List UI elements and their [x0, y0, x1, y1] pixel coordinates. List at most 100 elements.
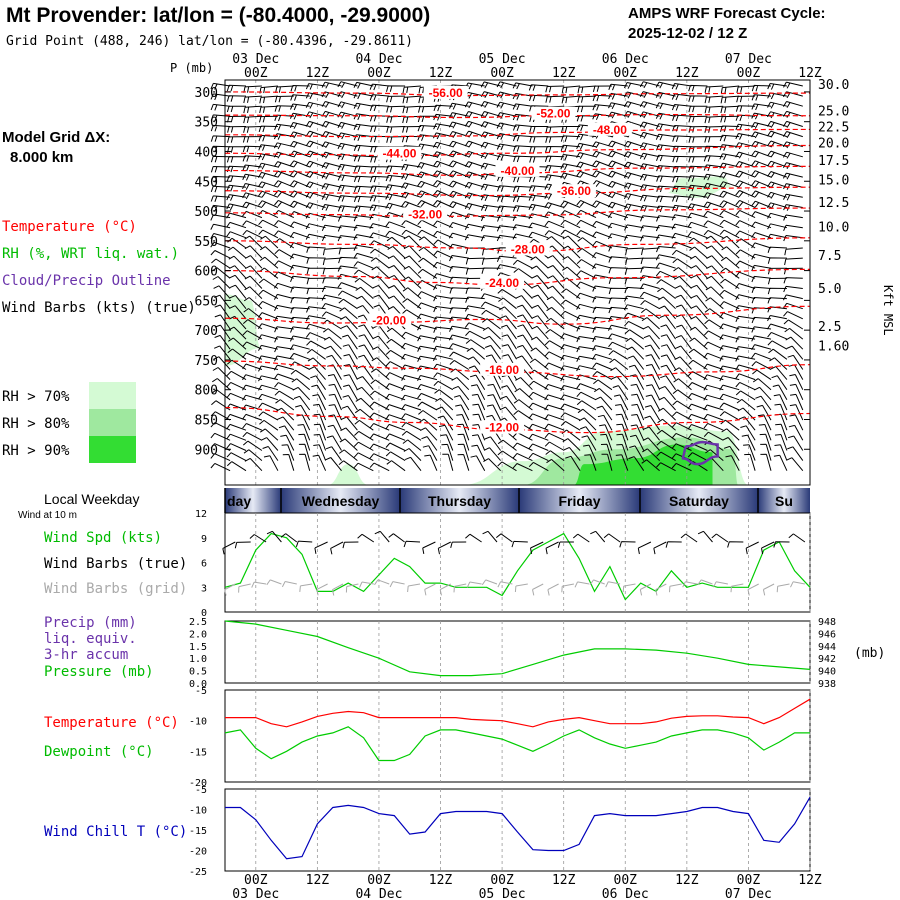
upper-wind-barb	[433, 380, 454, 391]
surface-wind-barb	[680, 533, 698, 543]
upper-wind-barb	[611, 376, 629, 391]
cycle-value: 2025-12-02 / 12 Z	[628, 25, 747, 42]
upper-wind-barb	[471, 393, 486, 411]
upper-wind-barb	[735, 199, 756, 208]
panel-right-tick-label: 944	[818, 642, 836, 653]
upper-wind-barb	[530, 347, 549, 360]
upper-wind-barb	[736, 85, 756, 93]
surface-wind-barb-grid	[466, 581, 482, 588]
upper-wind-barb	[242, 192, 263, 200]
temperature-contour-label: -12.00	[485, 421, 519, 435]
upper-wind-barb	[528, 185, 549, 192]
upper-wind-barb	[687, 221, 708, 229]
upper-wind-barb	[471, 384, 486, 401]
height-tick-label: 12.5	[818, 196, 849, 211]
upper-wind-barb	[592, 285, 612, 292]
upper-wind-barb	[629, 374, 645, 390]
upper-wind-barb	[401, 220, 422, 229]
upper-wind-barb	[242, 201, 263, 209]
hour-tick-label: 00Z	[737, 873, 761, 888]
upper-wind-barb	[545, 126, 565, 134]
hour-tick-label: 12Z	[429, 66, 453, 81]
upper-wind-barb	[338, 247, 358, 255]
upper-wind-barb	[688, 146, 708, 153]
upper-wind-barb	[576, 219, 597, 229]
upper-wind-barb	[337, 121, 358, 129]
upper-wind-barb	[751, 150, 772, 158]
cross-section-panel: -56.00 -52.00 -48.00 -44.00 -40.00 -36.00 -32.…	[195, 78, 849, 486]
upper-wind-barb	[353, 165, 374, 173]
upper-wind-barb	[211, 389, 231, 401]
upper-wind-barb	[227, 246, 247, 259]
surface-wind-barb	[280, 533, 298, 543]
temperature-label-bg	[403, 207, 448, 221]
upper-wind-barb	[242, 352, 263, 360]
panel-tick-label: 2.5	[189, 617, 207, 628]
upper-wind-barb	[767, 287, 787, 295]
upper-wind-barb	[720, 267, 740, 279]
upper-wind-barb	[673, 378, 692, 391]
upper-wind-barb	[528, 443, 549, 451]
panel-tick-label: 3	[201, 583, 207, 594]
upper-wind-barb	[719, 219, 740, 229]
upper-wind-barb	[337, 265, 358, 272]
upper-wind-barb	[418, 246, 438, 259]
upper-wind-barb	[790, 393, 804, 411]
upper-wind-barb	[339, 307, 358, 320]
upper-wind-barb	[260, 235, 279, 249]
upper-wind-barb	[597, 414, 613, 431]
upper-wind-barb	[674, 356, 692, 370]
upper-wind-barb	[497, 288, 517, 300]
upper-wind-barb	[660, 354, 677, 370]
upper-wind-barb	[242, 155, 262, 162]
upper-wind-barb	[743, 444, 756, 461]
upper-wind-barb	[560, 385, 581, 391]
upper-wind-barb	[752, 378, 772, 391]
upper-wind-barb	[448, 334, 469, 341]
upper-wind-barb	[720, 85, 740, 94]
upper-wind-barb	[369, 433, 390, 441]
weekday-segment	[640, 488, 758, 513]
upper-wind-barb	[719, 181, 740, 189]
upper-wind-barb	[449, 276, 469, 284]
upper-wind-barb	[370, 125, 390, 133]
upper-wind-barb	[433, 160, 453, 168]
upper-wind-barb	[369, 232, 390, 239]
upper-wind-barb	[312, 454, 327, 471]
upper-wind-barb	[321, 214, 342, 221]
hour-tick-label: 00Z	[614, 873, 638, 888]
upper-wind-barb	[321, 224, 342, 231]
surface-wind-barb-grid	[374, 579, 390, 586]
surface-wind-barb	[437, 541, 452, 555]
upper-wind-barb	[242, 413, 263, 421]
upper-wind-barb	[672, 411, 692, 421]
upper-wind-barb	[735, 373, 756, 381]
upper-wind-barb	[532, 284, 549, 299]
upper-wind-barb	[655, 254, 676, 261]
upper-wind-barb	[258, 200, 279, 208]
upper-wind-barb	[720, 115, 740, 123]
upper-wind-barb	[441, 443, 454, 461]
upper-wind-barb	[261, 437, 279, 451]
weekday-label: Thursday	[428, 493, 491, 509]
surface-wind-barb	[342, 541, 359, 549]
upper-wind-barb	[532, 304, 549, 320]
upper-wind-barb	[305, 202, 326, 210]
rh-legend: RH > 70% RH > 80% RH > 90%	[2, 382, 136, 463]
upper-wind-barb	[513, 145, 533, 152]
upper-wind-barb	[615, 404, 629, 421]
upper-wind-barb	[751, 253, 772, 260]
upper-wind-barb	[771, 375, 788, 390]
upper-wind-barb	[273, 161, 294, 168]
upper-wind-barb	[592, 263, 613, 270]
hour-tick-label: 12Z	[675, 66, 699, 81]
upper-wind-barb	[544, 230, 565, 239]
upper-wind-barb	[306, 267, 326, 275]
upper-wind-barb	[645, 354, 661, 370]
upper-wind-barb	[210, 250, 231, 259]
upper-wind-barb	[591, 353, 613, 360]
upper-wind-barb	[278, 425, 295, 441]
upper-wind-barb	[735, 260, 756, 269]
upper-wind-barb	[274, 220, 295, 229]
upper-wind-barb	[516, 344, 533, 360]
